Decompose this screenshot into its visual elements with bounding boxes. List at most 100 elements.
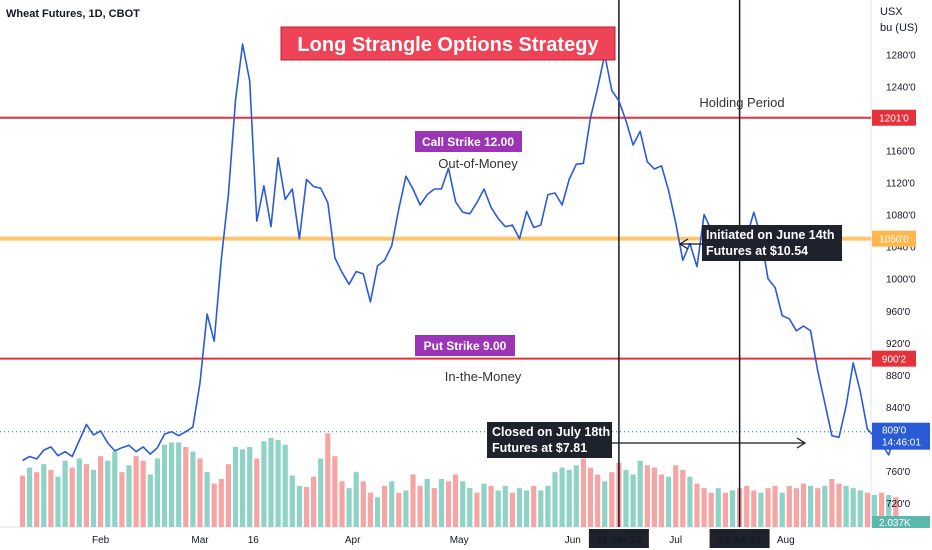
level-tag-entry: 1050'0 [879,235,909,246]
volume-bar [183,447,189,527]
volume-bar [232,447,239,527]
closed-callout-line1: Closed on July 18th [492,425,610,439]
volume-bar [240,449,246,527]
volume-bar [587,467,594,527]
volume-bar [744,485,750,527]
chart-title-box: Long Strangle Options Strategy [280,26,616,61]
volume-bar [161,444,168,527]
volume-bar [559,467,565,527]
volume-bar [879,492,885,527]
price-tick-label: 960'0 [886,307,911,318]
volume-bar [275,440,281,527]
volume-bar [346,488,352,527]
time-tick-label: Aug [777,535,795,546]
volume-bar [417,485,423,527]
call-strike-label: Call Strike 12.00 [422,135,514,149]
volume-bar [495,490,501,527]
volume-bar [751,490,757,527]
volume-bar [843,485,849,527]
volume-bar [715,488,721,527]
time-tick-label: May [450,535,469,546]
volume-bar [34,472,40,527]
volume-bar [133,456,139,527]
volume-bar [311,476,317,527]
price-tick-label: 1280'0 [886,50,916,61]
volume-bar [332,456,338,527]
volume-bar [786,485,792,527]
price-tags: 1201'0 1050'0 900'2 809'014:46:01 2.037K [872,109,930,529]
volume-bar [403,490,409,527]
symbol-label: Wheat Futures, 1D, CBOT [6,8,140,20]
volume-bar [410,474,416,527]
time-tick-label: 16 [248,535,260,546]
level-tag-bg-put_strike [872,350,916,367]
last-price-tag: 809'0 [882,426,907,437]
volume-bar [836,483,842,527]
volume-bar [609,472,615,527]
volume-bar [502,485,508,527]
volume-bar [247,447,253,527]
volume-bar [694,483,700,527]
time-tick-label: Jul [669,535,682,546]
price-tick-label: 1080'0 [886,211,916,222]
volume-bar [382,485,388,527]
initiated-arrowhead [678,238,689,250]
volume-bar [701,488,707,527]
volume-bar [318,458,324,527]
put-strike-label: Put Strike 9.00 [424,339,507,353]
price-tick-label: 1040'0 [886,243,916,254]
price-tick-label: 1120'0 [886,179,915,190]
put-strike-badge [415,335,515,356]
volume-bar [374,497,381,527]
volume-bar [666,476,672,527]
volume-bar [445,481,452,527]
time-tick-label: Jun [565,535,581,546]
volume-bar [673,465,679,527]
volume-bar [360,481,366,527]
volume-bar [119,472,125,527]
price-tick-label: 840'0 [886,403,911,414]
volume-bar [538,490,544,527]
volume-tag: 2.037K [879,518,911,529]
volume-bar [481,483,487,527]
volume-bar [204,472,210,527]
volume-bar [105,460,111,527]
volume-bar [552,472,558,527]
holding-period-label: Holding Period [699,95,784,110]
level-tag-bg-entry [872,230,916,247]
volume-bar [197,458,203,527]
volume-bar [282,444,288,527]
volume-bar [886,495,892,527]
volume-bar [758,492,764,527]
last-price-time: 14:46:01 [882,438,921,449]
volume-bar [41,464,47,527]
volume-bar [623,469,629,527]
level-tag-call_strike: 1201'0 [879,114,909,125]
volume-bar [303,487,310,527]
volume-bar [580,458,586,527]
price-tick-label: 1240'0 [886,82,916,93]
volume-bar [800,483,807,527]
volume-bar [637,460,643,527]
out-of-money-label: Out-of-Money [438,156,518,171]
volume-bar [651,467,657,527]
volume-bar [190,451,196,527]
volume-bar [453,474,459,527]
volume-bar [268,437,274,527]
volume-bar [708,492,714,527]
volume-bar [154,458,160,527]
volume-bar [531,485,537,527]
time-tick-label: Mar [191,535,209,546]
volume-bar [765,488,771,527]
volume-bar [211,483,217,527]
volume-bar [367,492,373,527]
volume-bar [19,475,26,527]
volume-tag-bg [872,516,930,528]
volume-bar [62,460,68,527]
volume-bars [19,433,906,527]
volume-bar [90,469,97,527]
volume-bar [460,481,466,527]
volume-bar [793,488,799,527]
volume-bar [516,488,523,527]
volume-bar [566,469,572,527]
